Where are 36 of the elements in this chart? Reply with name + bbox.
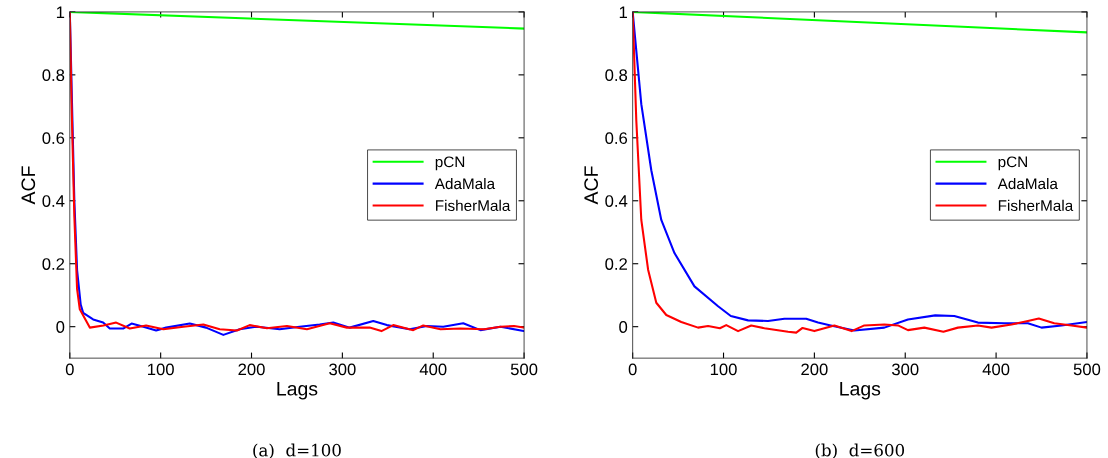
y-tick-label: 1 [56, 6, 65, 18]
y-tick-label: 0.6 [605, 132, 628, 145]
legend-label: pCN [435, 156, 465, 171]
y-tick-label: 0.4 [42, 195, 65, 207]
y-axis-title: ACF [584, 166, 599, 205]
y-tick-label: 0.8 [605, 69, 628, 82]
y-tick-label: 0.2 [605, 258, 627, 270]
y-tick-label: 0 [56, 321, 65, 333]
y-tick-label: 0.6 [42, 132, 65, 145]
x-tick-label: 200 [801, 363, 828, 376]
x-tick-label: 200 [238, 363, 265, 376]
y-tick-label: 0.2 [42, 258, 65, 270]
x-tick-label: 400 [982, 363, 1010, 376]
y-tick-label: 0.8 [42, 69, 65, 82]
x-tick-label: 100 [710, 363, 737, 376]
y-tick-label: 1 [619, 6, 627, 18]
x-tick-label: 0 [628, 363, 637, 376]
x-tick-label: 300 [329, 363, 356, 376]
x-tick-label: 500 [510, 363, 538, 376]
x-tick-label: 0 [65, 363, 74, 376]
x-tick-label: 100 [148, 363, 174, 376]
y-tick-label: 0.4 [605, 195, 628, 207]
legend-label: AdaMala [434, 177, 496, 190]
x-axis-title: Lags [277, 382, 318, 400]
x-tick-label: 500 [1073, 363, 1101, 376]
x-tick-label: 400 [419, 363, 447, 376]
legend-label: FisherMala [436, 199, 511, 212]
x-tick-label: 300 [891, 363, 919, 376]
y-axis-title: ACF [21, 166, 36, 205]
legend-label: AdaMala [997, 177, 1058, 190]
text: (b) d=600 [815, 443, 905, 458]
text: (a) d=100 [253, 443, 341, 458]
legend-label: pCN [998, 156, 1027, 171]
x-axis-title: Lags [840, 382, 881, 400]
legend-label: FisherMala [998, 199, 1074, 212]
y-tick-label: 0 [619, 321, 628, 333]
